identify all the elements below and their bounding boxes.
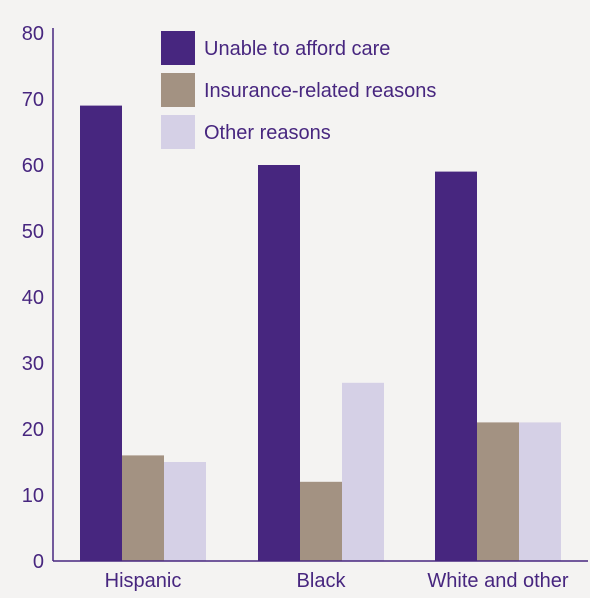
- bar-white-and-other-insurance-related-reasons: [477, 422, 519, 561]
- y-tick-label: 10: [22, 485, 44, 507]
- y-ticks-group: 0 10 20 30 40 50 60 70 80: [22, 23, 44, 573]
- y-tick-label: 70: [22, 89, 44, 111]
- legend-label: Insurance-related reasons: [204, 80, 436, 102]
- y-tick-label: 30: [22, 353, 44, 375]
- y-tick-label: 20: [22, 419, 44, 441]
- bar-hispanic-insurance-related-reasons: [122, 455, 164, 561]
- y-tick-label: 80: [22, 23, 44, 45]
- legend-swatch-insurance-related-reasons: [161, 73, 195, 107]
- legend-label: Unable to afford care: [204, 38, 390, 60]
- bar-black-unable-to-afford-care: [258, 165, 300, 561]
- bar-black-other-reasons: [342, 382, 384, 561]
- legend-swatch-unable-to-afford-care: [161, 31, 195, 65]
- x-tick-label: Black: [297, 570, 347, 592]
- y-tick-label: 0: [33, 551, 44, 573]
- legend-label: Other reasons: [204, 122, 331, 144]
- x-tick-label: White and other: [427, 570, 569, 592]
- y-tick-label: 60: [22, 155, 44, 177]
- bar-hispanic-other-reasons: [164, 462, 206, 561]
- axes-group: [52, 28, 588, 562]
- x-tick-label: Hispanic: [105, 570, 182, 592]
- bar-hispanic-unable-to-afford-care: [80, 105, 122, 561]
- x-ticks-group: Hispanic Black White and other: [105, 570, 569, 592]
- bar-white-and-other-unable-to-afford-care: [435, 171, 477, 561]
- legend-swatch-other-reasons: [161, 115, 195, 149]
- y-tick-label: 40: [22, 287, 44, 309]
- y-tick-label: 50: [22, 221, 44, 243]
- legend: Unable to afford care Insurance-related r…: [161, 31, 436, 149]
- bar-white-and-other-other-reasons: [519, 422, 561, 561]
- bar-black-insurance-related-reasons: [300, 481, 342, 561]
- bars-group: [80, 105, 561, 561]
